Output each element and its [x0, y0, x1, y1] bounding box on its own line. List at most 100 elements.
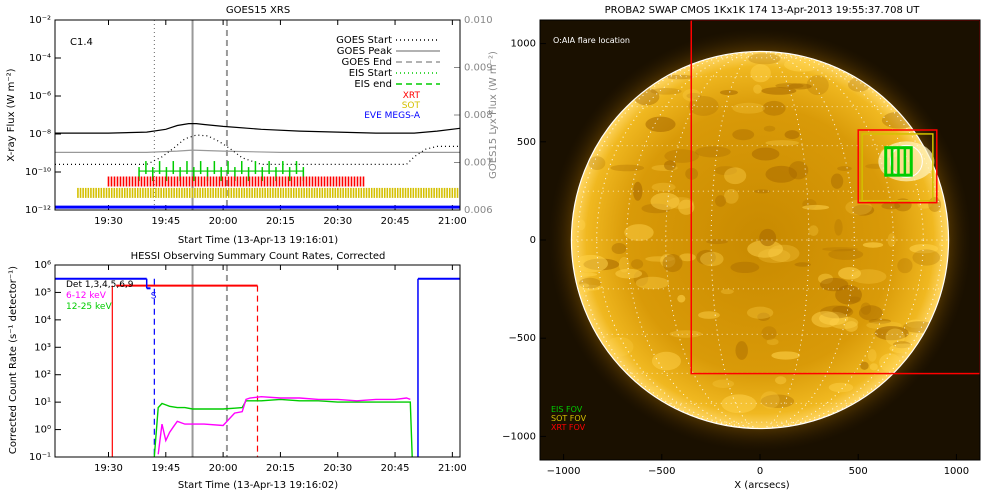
disk-feature — [822, 247, 859, 252]
disk-feature — [747, 240, 784, 258]
disk-feature — [763, 125, 776, 132]
disk-feature — [858, 305, 883, 321]
goes-y2-tick-label: 0.010 — [464, 15, 493, 26]
disk-feature — [794, 262, 812, 267]
disk-feature — [651, 182, 676, 192]
disk-feature — [577, 219, 586, 231]
xrt-small-fov-box — [857, 129, 938, 204]
goes-legend-text: SOT — [402, 101, 421, 111]
coordinate-grid — [571, 51, 949, 429]
goes-y2-tick-label: 0.007 — [464, 158, 493, 169]
hessi-plot-frame — [54, 264, 461, 458]
goes-y-tick-label: 10⁻⁸ — [29, 129, 51, 140]
goes-y2-tick-label: 0.008 — [464, 110, 493, 121]
disk-feature — [688, 95, 719, 116]
disk-feature — [775, 376, 787, 385]
disk-feature — [664, 74, 694, 80]
disk-feature — [633, 181, 643, 201]
goes-x-tick-label: 20:45 — [381, 216, 410, 227]
goes-x-tick-label: 20:30 — [323, 216, 352, 227]
disk-feature — [905, 319, 926, 329]
goes-legend-label: EIS end — [354, 79, 392, 90]
xrt-large-fov-box — [690, 20, 980, 375]
longitude-line — [577, 51, 943, 429]
hessi-x-tick-label: 19:30 — [94, 463, 123, 474]
disk-feature — [879, 353, 902, 372]
disk-feature — [784, 57, 820, 72]
disk-feature — [757, 312, 770, 322]
goes-y2-tick-label: 0.006 — [464, 205, 493, 216]
disk-feature — [750, 64, 771, 83]
disk-feature — [698, 311, 720, 319]
disk-feature — [806, 75, 829, 96]
disk-feature — [881, 202, 901, 210]
swap-y-tick-label: −500 — [509, 333, 536, 344]
disk-feature — [645, 116, 676, 132]
disk-feature — [677, 294, 686, 303]
hessi-chart-title: HESSI Observing Summary Count Rates, Cor… — [131, 251, 386, 262]
disk-feature — [909, 243, 939, 254]
swap-legend-label: EIS FOV — [551, 405, 583, 414]
swap-y-tick-label: 1000 — [511, 39, 536, 50]
disk-feature — [928, 197, 942, 212]
disk-feature — [719, 89, 738, 96]
disk-feature — [862, 242, 884, 248]
goes-flare-class: C1.4 — [70, 37, 93, 48]
hessi-legend-label: 6-12 keV — [66, 291, 107, 301]
disk-feature — [645, 256, 675, 262]
hessi-y-tick-label: 10⁰ — [34, 425, 51, 436]
disk-feature — [765, 140, 800, 146]
goes-y-tick-label: 10⁻⁴ — [29, 53, 51, 64]
hessi-y-tick-label: 10² — [34, 370, 51, 381]
disk-feature — [721, 394, 757, 414]
hessi-y-tick-label: 10⁴ — [34, 315, 51, 326]
swap-legend-label: XRT FOV — [551, 423, 586, 432]
disk-feature — [838, 267, 861, 280]
disk-feature — [760, 391, 780, 409]
longitude-line — [710, 51, 810, 429]
disk-feature — [869, 363, 878, 371]
swap-image-panel: PROBA2 SWAP CMOS 1Kx1K 174 13-Apr-2013 1… — [502, 5, 981, 491]
disk-feature — [715, 195, 727, 207]
goes-y2-tick-label: 0.009 — [464, 63, 493, 74]
goes-x-axis-label: Start Time (13-Apr-13 19:16:01) — [178, 235, 338, 246]
swap-y-tick-label: 0 — [530, 235, 536, 246]
disk-feature — [830, 173, 844, 189]
hessi-legend-label: Det 1,3,4,5,6,9 — [66, 280, 134, 290]
goes-legend-label: GOES Start — [336, 35, 392, 46]
disk-feature — [611, 242, 627, 255]
swap-x-tick-label: 0 — [757, 466, 763, 477]
hessi-panel: HESSI Observing Summary Count Rates, Cor… — [8, 251, 467, 491]
goes-series-line — [55, 134, 460, 165]
swap-x-tick-label: −500 — [648, 466, 675, 477]
goes-y-tick-label: 10⁻¹² — [25, 205, 51, 216]
swap-x-tick-label: 1000 — [944, 466, 969, 477]
disk-feature — [724, 167, 747, 185]
goes-x-tick-label: 19:30 — [94, 216, 123, 227]
disk-feature — [696, 249, 716, 265]
disk-feature — [695, 146, 731, 158]
swap-x-tick-label: 500 — [849, 466, 868, 477]
swap-legend-label: SOT FOV — [551, 414, 587, 423]
goes-y2-axis-label: GOES15 Lyx Flux (W m⁻²) — [488, 51, 499, 179]
disk-feature — [748, 53, 781, 65]
goes-y-tick-label: 10⁻⁶ — [29, 91, 51, 102]
disk-feature — [828, 382, 854, 393]
disk-feature — [762, 100, 786, 116]
disk-feature — [771, 351, 801, 360]
disk-feature — [754, 189, 771, 194]
swap-x-tick-label: −1000 — [547, 466, 581, 477]
disk-feature — [664, 160, 676, 171]
disk-feature — [760, 394, 795, 409]
swap-annotation: O:AIA flare location — [553, 36, 630, 45]
disk-feature — [835, 285, 862, 305]
goes-y-tick-label: 10⁻¹⁰ — [25, 167, 51, 178]
goes-x-tick-label: 20:15 — [266, 216, 295, 227]
sot-fov-box — [861, 133, 934, 202]
goes-y-tick-label: 10⁻² — [29, 15, 51, 26]
disk-feature — [753, 84, 762, 94]
disk-feature — [579, 283, 590, 288]
